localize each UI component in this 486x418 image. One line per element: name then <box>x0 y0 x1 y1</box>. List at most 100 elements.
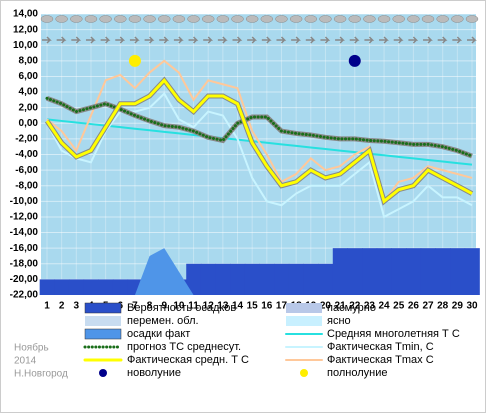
cloud-icon <box>216 15 230 23</box>
x-tick-label: 28 <box>437 301 449 312</box>
y-tick-label: 2,00 <box>19 102 39 113</box>
cloud-icon <box>436 15 449 23</box>
precip-area <box>47 248 472 295</box>
cloud-icon <box>172 15 186 23</box>
cloud-icon <box>377 15 391 23</box>
cloud-icon <box>40 15 54 23</box>
y-tick-label: 8,00 <box>19 55 39 66</box>
wind-arrow <box>173 36 184 44</box>
line <box>46 92 473 219</box>
precip-probability <box>406 248 422 295</box>
precip-probability <box>230 263 246 295</box>
x-tick-label: 3 <box>74 301 80 312</box>
precip-probability <box>186 263 202 295</box>
legend-label: Средняя многолетняя Т С <box>327 328 460 340</box>
legend-swatch <box>99 369 107 377</box>
wind-arrow <box>261 36 272 44</box>
precip-probability <box>54 279 70 295</box>
precip-probability <box>98 279 114 295</box>
precip-probability <box>288 263 304 295</box>
x-tick-label: 7 <box>132 301 138 312</box>
cloud-icon <box>114 15 127 23</box>
precip-probability <box>83 279 99 295</box>
wind-arrow <box>42 36 52 44</box>
x-tick-label: 8 <box>147 301 153 312</box>
note: 2014 <box>14 356 37 367</box>
cloud-icon <box>70 15 83 23</box>
legend-label: Фактическая Tmin, С <box>327 341 434 353</box>
precip-probability <box>39 279 55 295</box>
x-tick-label: 9 <box>161 301 167 312</box>
precip-probability <box>464 248 480 295</box>
legend-label: полнолуние <box>327 367 387 379</box>
y-tick-label: -6,00 <box>15 165 38 176</box>
legend-label: осадки факт <box>127 328 190 340</box>
x-tick-label: 29 <box>452 301 464 312</box>
wind-arrow <box>467 36 477 44</box>
x-tick-label: 21 <box>335 301 347 312</box>
y-tick-label: 10,00 <box>13 40 38 51</box>
wind-arrow <box>100 36 111 44</box>
wind-arrow <box>144 36 155 44</box>
cloud-icon <box>157 15 171 23</box>
legend-label: Фактическая Tmax C <box>327 354 434 366</box>
cloud-icon <box>143 15 156 23</box>
cloud-icon <box>289 15 303 23</box>
x-tick-label: 11 <box>188 301 199 312</box>
y-tick-label: -18,00 <box>10 258 39 269</box>
precip-probability <box>347 248 363 295</box>
x-tick-label: 2 <box>59 301 65 312</box>
cloud-icon <box>319 15 332 23</box>
wind-arrow <box>247 36 257 44</box>
line <box>45 78 473 204</box>
precip-probability <box>259 263 275 295</box>
wind-arrow <box>349 36 360 44</box>
x-tick-label: 20 <box>320 301 332 312</box>
precip-probability <box>244 263 260 295</box>
precip-probability <box>376 248 392 295</box>
cloud-icon <box>348 15 362 23</box>
precip-probability <box>68 279 85 295</box>
cloud-icon <box>128 15 142 23</box>
wind-arrow <box>232 36 243 44</box>
cloud-icon <box>99 15 112 23</box>
legend-swatch <box>84 302 122 314</box>
wind-arrow <box>129 36 140 44</box>
legend-label: перемен. обл. <box>127 315 199 327</box>
moon-marker <box>348 54 361 67</box>
cloud-icon <box>363 15 376 23</box>
legend-swatch <box>300 369 308 377</box>
wind-arrow <box>159 36 170 44</box>
legend-swatch <box>286 316 322 326</box>
y-tick-label: -4,00 <box>15 149 38 160</box>
wind-arrow <box>452 36 463 44</box>
y-tick-label: -22,00 <box>10 290 39 301</box>
precip-probability <box>274 263 290 295</box>
wind-arrow <box>305 36 316 44</box>
x-tick-label: 22 <box>349 301 361 312</box>
wind-arrow <box>437 36 448 44</box>
y-tick-label: 0,00 <box>19 118 39 129</box>
wind-arrow <box>115 36 126 44</box>
precip-probability <box>215 263 231 295</box>
cloud-icon <box>421 15 435 23</box>
wind-arrow <box>217 36 228 44</box>
note: Н.Новгород <box>14 369 68 380</box>
y-tick-label: 14,00 <box>13 9 38 20</box>
cloud-icon <box>392 15 405 23</box>
wind-arrow <box>291 36 301 44</box>
y-tick-label: -10,00 <box>10 196 39 207</box>
x-tick-label: 10 <box>173 301 185 312</box>
x-tick-label: 30 <box>466 301 478 312</box>
x-tick-label: 24 <box>379 301 391 312</box>
y-tick-label: 12,00 <box>13 24 38 35</box>
x-tick-label: 16 <box>261 301 273 312</box>
legend-label: Вероятность осадков <box>127 302 236 314</box>
precip-probability <box>112 279 129 295</box>
precip-probability <box>303 263 319 295</box>
wind-arrow <box>320 36 331 44</box>
x-tick-label: 23 <box>364 301 376 312</box>
cloud-icon <box>275 15 288 23</box>
line <box>46 59 473 204</box>
